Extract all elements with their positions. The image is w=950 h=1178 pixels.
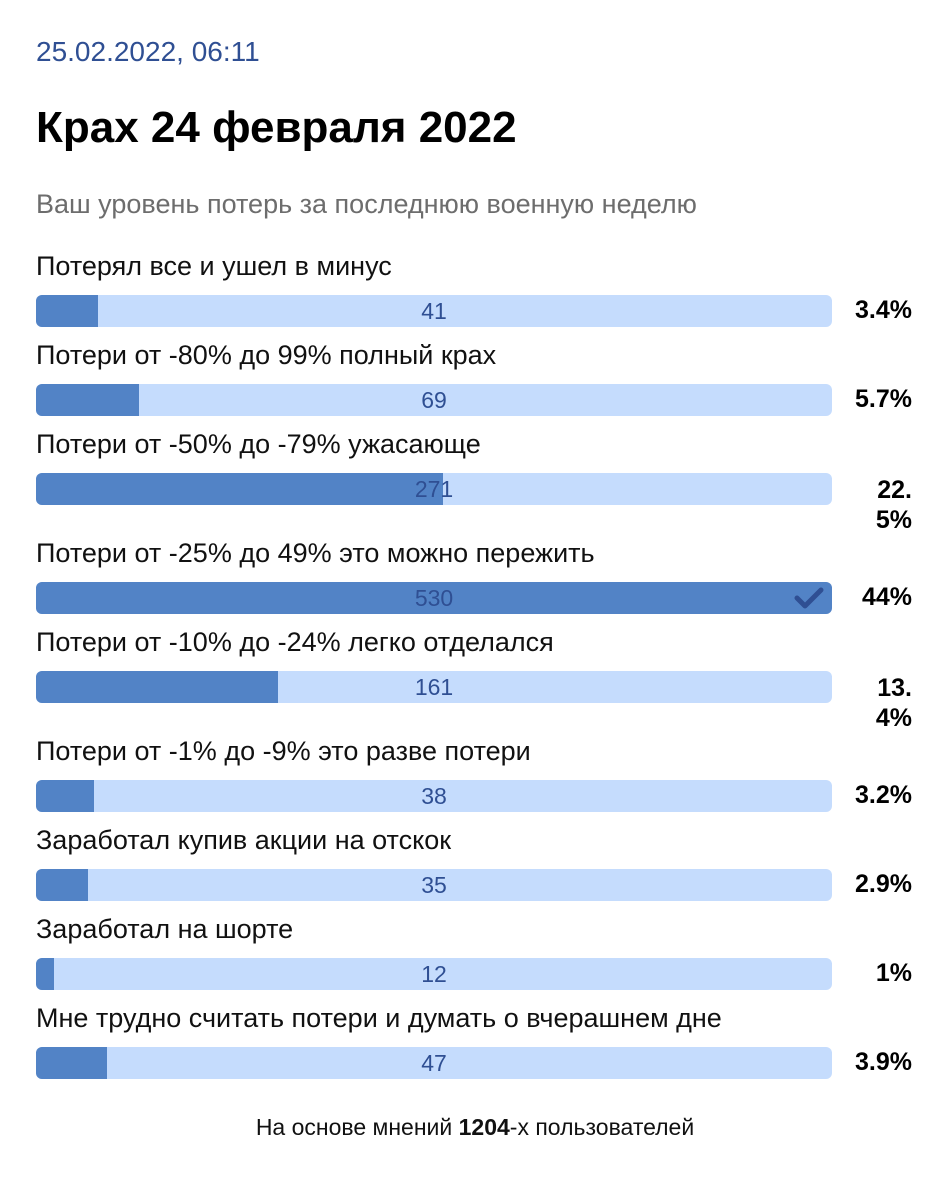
poll-result-bar[interactable]: 69 bbox=[36, 384, 832, 416]
poll-percentage: 3.9% bbox=[855, 1048, 912, 1076]
poll-vote-count: 69 bbox=[421, 387, 447, 413]
poll-result-bar[interactable]: 161 bbox=[36, 671, 832, 703]
poll-result-bar[interactable]: 38 bbox=[36, 780, 832, 812]
poll-result-fill bbox=[36, 780, 94, 812]
poll-result-fill bbox=[36, 384, 140, 416]
poll-option-label: Потери от -10% до -24% легко отделался bbox=[36, 627, 554, 657]
poll-result-fill bbox=[36, 671, 279, 703]
poll-option-label: Потерял все и ушел в минус bbox=[36, 251, 392, 281]
poll-footer: На основе мнений 1204-х пользователей bbox=[0, 1114, 950, 1141]
checkmark-icon bbox=[794, 587, 824, 609]
poll-option-label: Заработал на шорте bbox=[36, 914, 294, 944]
poll-percentage: 1% bbox=[875, 959, 912, 987]
poll-option-label: Заработал купив акции на отскок bbox=[36, 825, 452, 855]
poll-result-fill bbox=[36, 869, 89, 901]
poll-percentage: 44% bbox=[861, 583, 912, 611]
poll-result-fill bbox=[36, 295, 98, 327]
poll-result-bar[interactable]: 271 bbox=[36, 473, 832, 505]
poll-result-bar[interactable]: 12 bbox=[36, 958, 832, 990]
poll-result-bar[interactable]: 35 bbox=[36, 869, 832, 901]
poll-percentage: 5.7% bbox=[855, 385, 912, 413]
poll-percentage: 3.4% bbox=[855, 296, 912, 324]
poll-result-bar[interactable]: 530 bbox=[36, 582, 832, 614]
page-title: Крах 24 февраля 2022 bbox=[36, 103, 517, 152]
post-date: 25.02.2022, 06:11 bbox=[36, 36, 260, 67]
poll-result-bar[interactable]: 41 bbox=[36, 295, 832, 327]
voter-count: 1204 bbox=[458, 1114, 510, 1140]
poll-result-fill bbox=[36, 958, 55, 990]
poll-option-label: Потери от -80% до 99% полный крах bbox=[36, 340, 497, 370]
footer-prefix: На основе мнений bbox=[255, 1114, 459, 1140]
poll-result-fill bbox=[36, 1047, 107, 1079]
poll-result-bar[interactable]: 47 bbox=[36, 1047, 832, 1079]
poll-option-label: Потери от -1% до -9% это разве потери bbox=[36, 736, 531, 766]
poll-percentage: 3.2% bbox=[855, 781, 912, 809]
poll-question: Ваш уровень потерь за последнюю военную … bbox=[36, 189, 697, 219]
poll-vote-count: 161 bbox=[414, 674, 454, 700]
poll-vote-count: 41 bbox=[421, 298, 447, 324]
poll-option-label: Потери от -25% до 49% это можно пережить bbox=[36, 538, 595, 568]
poll-vote-count: 47 bbox=[421, 1050, 447, 1076]
poll-option-label: Потери от -50% до -79% ужасающе bbox=[36, 429, 481, 459]
poll-vote-count: 35 bbox=[421, 872, 447, 898]
poll-percentage: 13.4% bbox=[875, 674, 912, 732]
poll-vote-count: 38 bbox=[421, 783, 447, 809]
poll-percentage: 22.5% bbox=[875, 476, 912, 534]
poll-vote-count: 271 bbox=[414, 476, 454, 502]
poll-percentage: 2.9% bbox=[855, 870, 912, 898]
poll-vote-count: 530 bbox=[414, 585, 454, 611]
poll-option-label: Мне трудно считать потери и думать о вче… bbox=[36, 1003, 722, 1033]
footer-suffix: -х пользователей bbox=[509, 1114, 695, 1140]
poll-vote-count: 12 bbox=[421, 961, 447, 987]
poll-result-fill bbox=[36, 473, 444, 505]
poll-result-fill bbox=[36, 582, 832, 614]
